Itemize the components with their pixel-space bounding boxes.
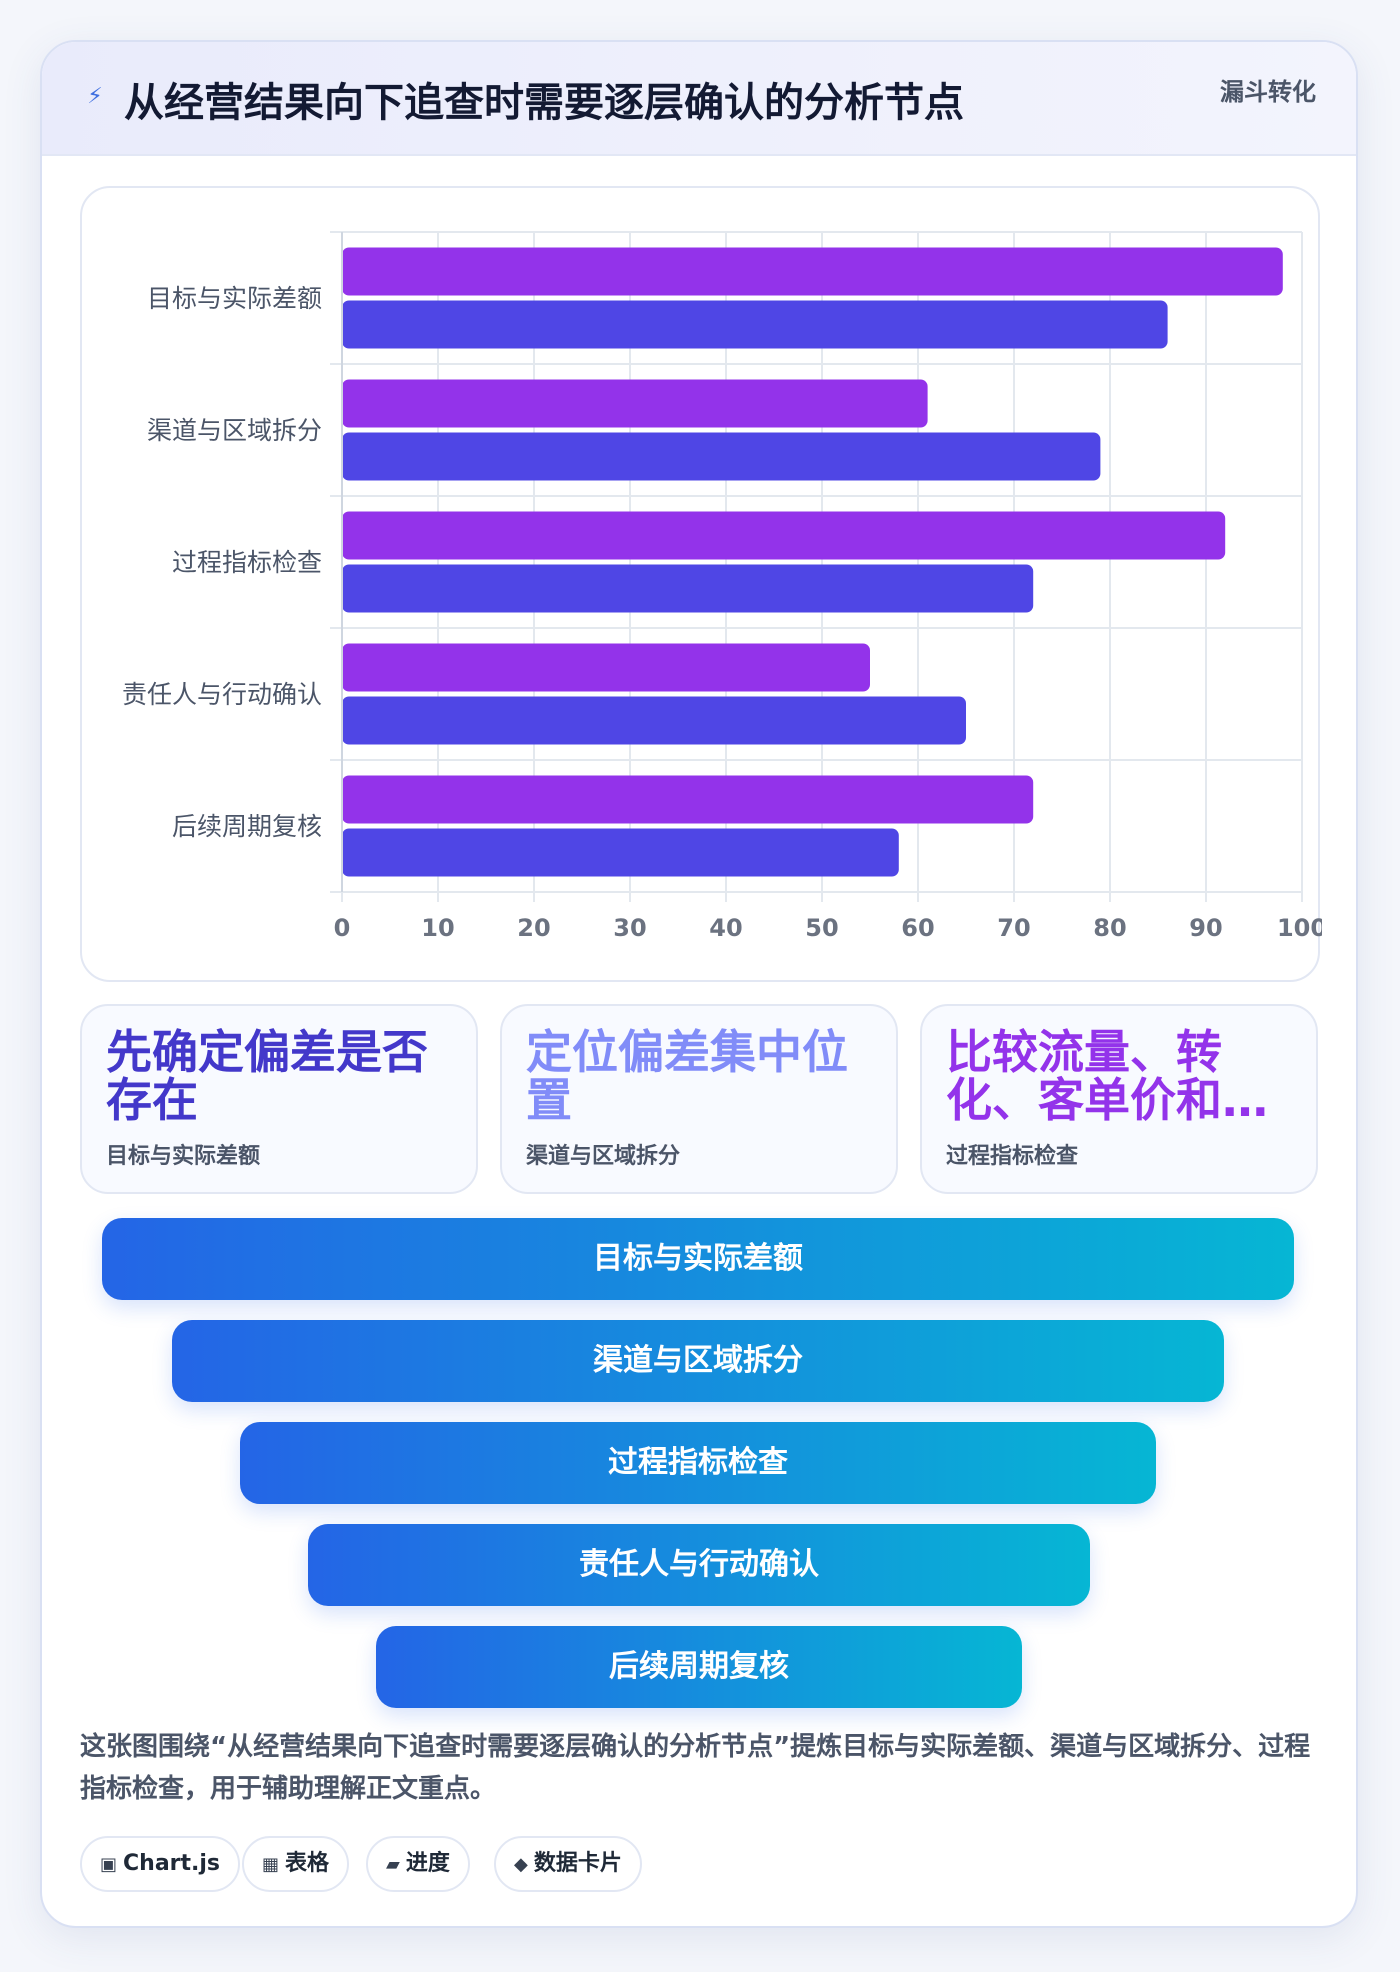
x-tick-label: 0 bbox=[334, 914, 351, 942]
bar-series-1 bbox=[342, 775, 1034, 824]
y-tick-label: 责任人与行动确认 bbox=[122, 680, 322, 709]
bar-series-2 bbox=[342, 828, 899, 877]
funnel-step-4: 责任人与行动确认 bbox=[308, 1524, 1090, 1606]
stat-card-title: 定位偏差集中位置 bbox=[526, 1028, 848, 1124]
x-tick-label: 60 bbox=[901, 914, 934, 942]
category-tag: 漏斗转化 bbox=[1220, 78, 1316, 106]
stat-card-3: 比较流量、转化、客单价和… 过程指标检查 bbox=[920, 1004, 1318, 1194]
bar-chart-panel: 0 10 20 30 40 50 60 70 80 90 100 目标与实际差额渠道与区域拆分过程指标… bbox=[80, 186, 1322, 982]
stat-card-subtitle: 渠道与区域拆分 bbox=[526, 1144, 681, 1169]
x-tick-label: 10 bbox=[421, 914, 454, 942]
bar-series-1 bbox=[342, 643, 870, 692]
stat-card-2: 定位偏差集中位置 渠道与区域拆分 bbox=[500, 1004, 898, 1194]
funnel-step-2: 渠道与区域拆分 bbox=[172, 1320, 1224, 1402]
bar-series-2 bbox=[342, 300, 1168, 349]
chip-data-card[interactable]: ◆ 数据卡片 bbox=[494, 1836, 642, 1892]
chip-table[interactable]: ▦ 表格 bbox=[242, 1836, 350, 1892]
x-tick-label: 40 bbox=[709, 914, 742, 942]
y-tick-label: 目标与实际差额 bbox=[147, 284, 322, 313]
table-icon: ▦ bbox=[262, 1854, 280, 1875]
progress-icon: ▰ bbox=[386, 1854, 400, 1875]
funnel-step-1: 目标与实际差额 bbox=[102, 1218, 1294, 1300]
bar-series-1 bbox=[342, 247, 1283, 296]
chip-label: 进度 bbox=[405, 1851, 450, 1876]
bar-series-2 bbox=[342, 432, 1101, 481]
x-tick-label: 70 bbox=[997, 914, 1030, 942]
stat-card-subtitle: 目标与实际差额 bbox=[106, 1144, 261, 1169]
bolt-icon: ⚡ bbox=[87, 84, 103, 109]
diamond-icon: ◆ bbox=[514, 1854, 528, 1875]
x-tick-label: 80 bbox=[1093, 914, 1126, 942]
y-tick-label: 过程指标检查 bbox=[172, 548, 322, 577]
bar-series-1 bbox=[342, 379, 928, 428]
chip-label: 数据卡片 bbox=[533, 1851, 622, 1876]
bar-chart: 0 10 20 30 40 50 60 70 80 90 100 目标与实际差额渠道与区域拆分过程指标… bbox=[122, 231, 1322, 942]
bar-series-2 bbox=[342, 696, 966, 745]
x-tick-label: 20 bbox=[517, 914, 550, 942]
chip-chartjs[interactable]: ▣ Chart.js bbox=[80, 1836, 241, 1892]
header: ⚡ 从经营结果向下追查时需要逐层确认的分析节点 漏斗转化 bbox=[42, 42, 1356, 156]
y-tick-label: 后续周期复核 bbox=[172, 812, 322, 841]
chip-label: 表格 bbox=[285, 1851, 330, 1876]
page-title: 从经营结果向下追查时需要逐层确认的分析节点 bbox=[124, 80, 964, 126]
funnel-step-3: 过程指标检查 bbox=[240, 1422, 1156, 1504]
x-tick-label: 50 bbox=[805, 914, 838, 942]
x-tick-label: 30 bbox=[613, 914, 646, 942]
chip-label: Chart.js bbox=[123, 1851, 221, 1876]
bar-series-2 bbox=[342, 564, 1034, 613]
x-tick-label: 100 bbox=[1277, 914, 1322, 942]
stat-card-title: 先确定偏差是否存在 bbox=[106, 1028, 428, 1124]
caption-text: 这张图围绕“从经营结果向下追查时需要逐层确认的分析节点”提炼目标与实际差额、渠道… bbox=[80, 1732, 1311, 1804]
chart-icon: ▣ bbox=[100, 1854, 118, 1875]
stat-card-1: 先确定偏差是否存在 目标与实际差额 bbox=[80, 1004, 478, 1194]
x-tick-label: 90 bbox=[1189, 914, 1222, 942]
bar-series-1 bbox=[342, 511, 1226, 560]
main-card: ⚡ 从经营结果向下追查时需要逐层确认的分析节点 漏斗转化 0 10 20 30 40 50… bbox=[40, 40, 1358, 1928]
chip-progress[interactable]: ▰ 进度 bbox=[366, 1836, 470, 1892]
stat-card-subtitle: 过程指标检查 bbox=[946, 1144, 1079, 1169]
stat-card-title: 比较流量、转化、客单价和… bbox=[946, 1028, 1268, 1124]
funnel-step-5: 后续周期复核 bbox=[376, 1626, 1022, 1708]
y-tick-label: 渠道与区域拆分 bbox=[147, 416, 322, 445]
